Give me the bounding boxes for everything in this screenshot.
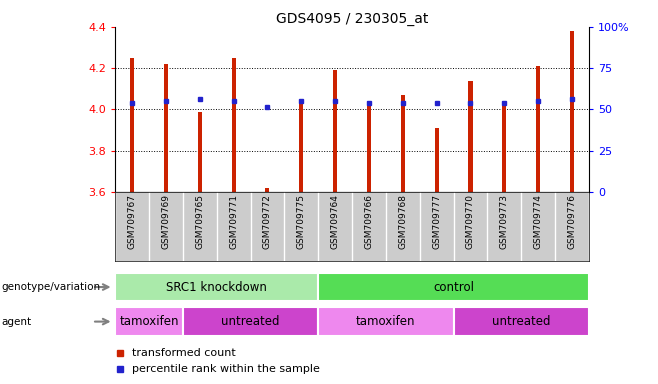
Bar: [453, 307, 589, 336]
Bar: [318, 307, 453, 336]
Text: GSM709770: GSM709770: [466, 194, 475, 249]
Bar: [318, 273, 589, 301]
Text: GSM709777: GSM709777: [432, 194, 441, 249]
Text: GSM709764: GSM709764: [330, 194, 340, 249]
Text: GSM709766: GSM709766: [365, 194, 374, 249]
Text: GSM709765: GSM709765: [195, 194, 204, 249]
Text: tamoxifen: tamoxifen: [119, 315, 179, 328]
Text: control: control: [433, 281, 474, 293]
Bar: [115, 307, 183, 336]
Bar: [130, 58, 134, 192]
Bar: [502, 101, 507, 192]
Bar: [468, 81, 472, 192]
Text: genotype/variation: genotype/variation: [1, 282, 101, 292]
Text: GSM709769: GSM709769: [161, 194, 170, 249]
Bar: [197, 111, 202, 192]
Text: GSM709772: GSM709772: [263, 194, 272, 249]
Text: untreated: untreated: [492, 315, 551, 328]
Text: GSM709776: GSM709776: [567, 194, 576, 249]
Text: agent: agent: [1, 316, 32, 327]
Bar: [299, 101, 303, 192]
Bar: [434, 128, 439, 192]
Text: transformed count: transformed count: [132, 348, 236, 358]
Bar: [333, 70, 337, 192]
Text: GSM709771: GSM709771: [229, 194, 238, 249]
Text: SRC1 knockdown: SRC1 knockdown: [166, 281, 267, 293]
Text: GSM709773: GSM709773: [500, 194, 509, 249]
Bar: [232, 58, 236, 192]
Text: GSM709768: GSM709768: [398, 194, 407, 249]
Title: GDS4095 / 230305_at: GDS4095 / 230305_at: [276, 12, 428, 26]
Text: GSM709774: GSM709774: [534, 194, 543, 249]
Bar: [265, 188, 270, 192]
Text: GSM709767: GSM709767: [128, 194, 137, 249]
Bar: [401, 95, 405, 192]
Bar: [570, 31, 574, 192]
Bar: [367, 101, 371, 192]
Bar: [164, 64, 168, 192]
Text: percentile rank within the sample: percentile rank within the sample: [132, 364, 320, 374]
Text: GSM709775: GSM709775: [297, 194, 306, 249]
Bar: [115, 273, 318, 301]
Text: untreated: untreated: [221, 315, 280, 328]
Bar: [536, 66, 540, 192]
Text: tamoxifen: tamoxifen: [356, 315, 416, 328]
Bar: [183, 307, 318, 336]
